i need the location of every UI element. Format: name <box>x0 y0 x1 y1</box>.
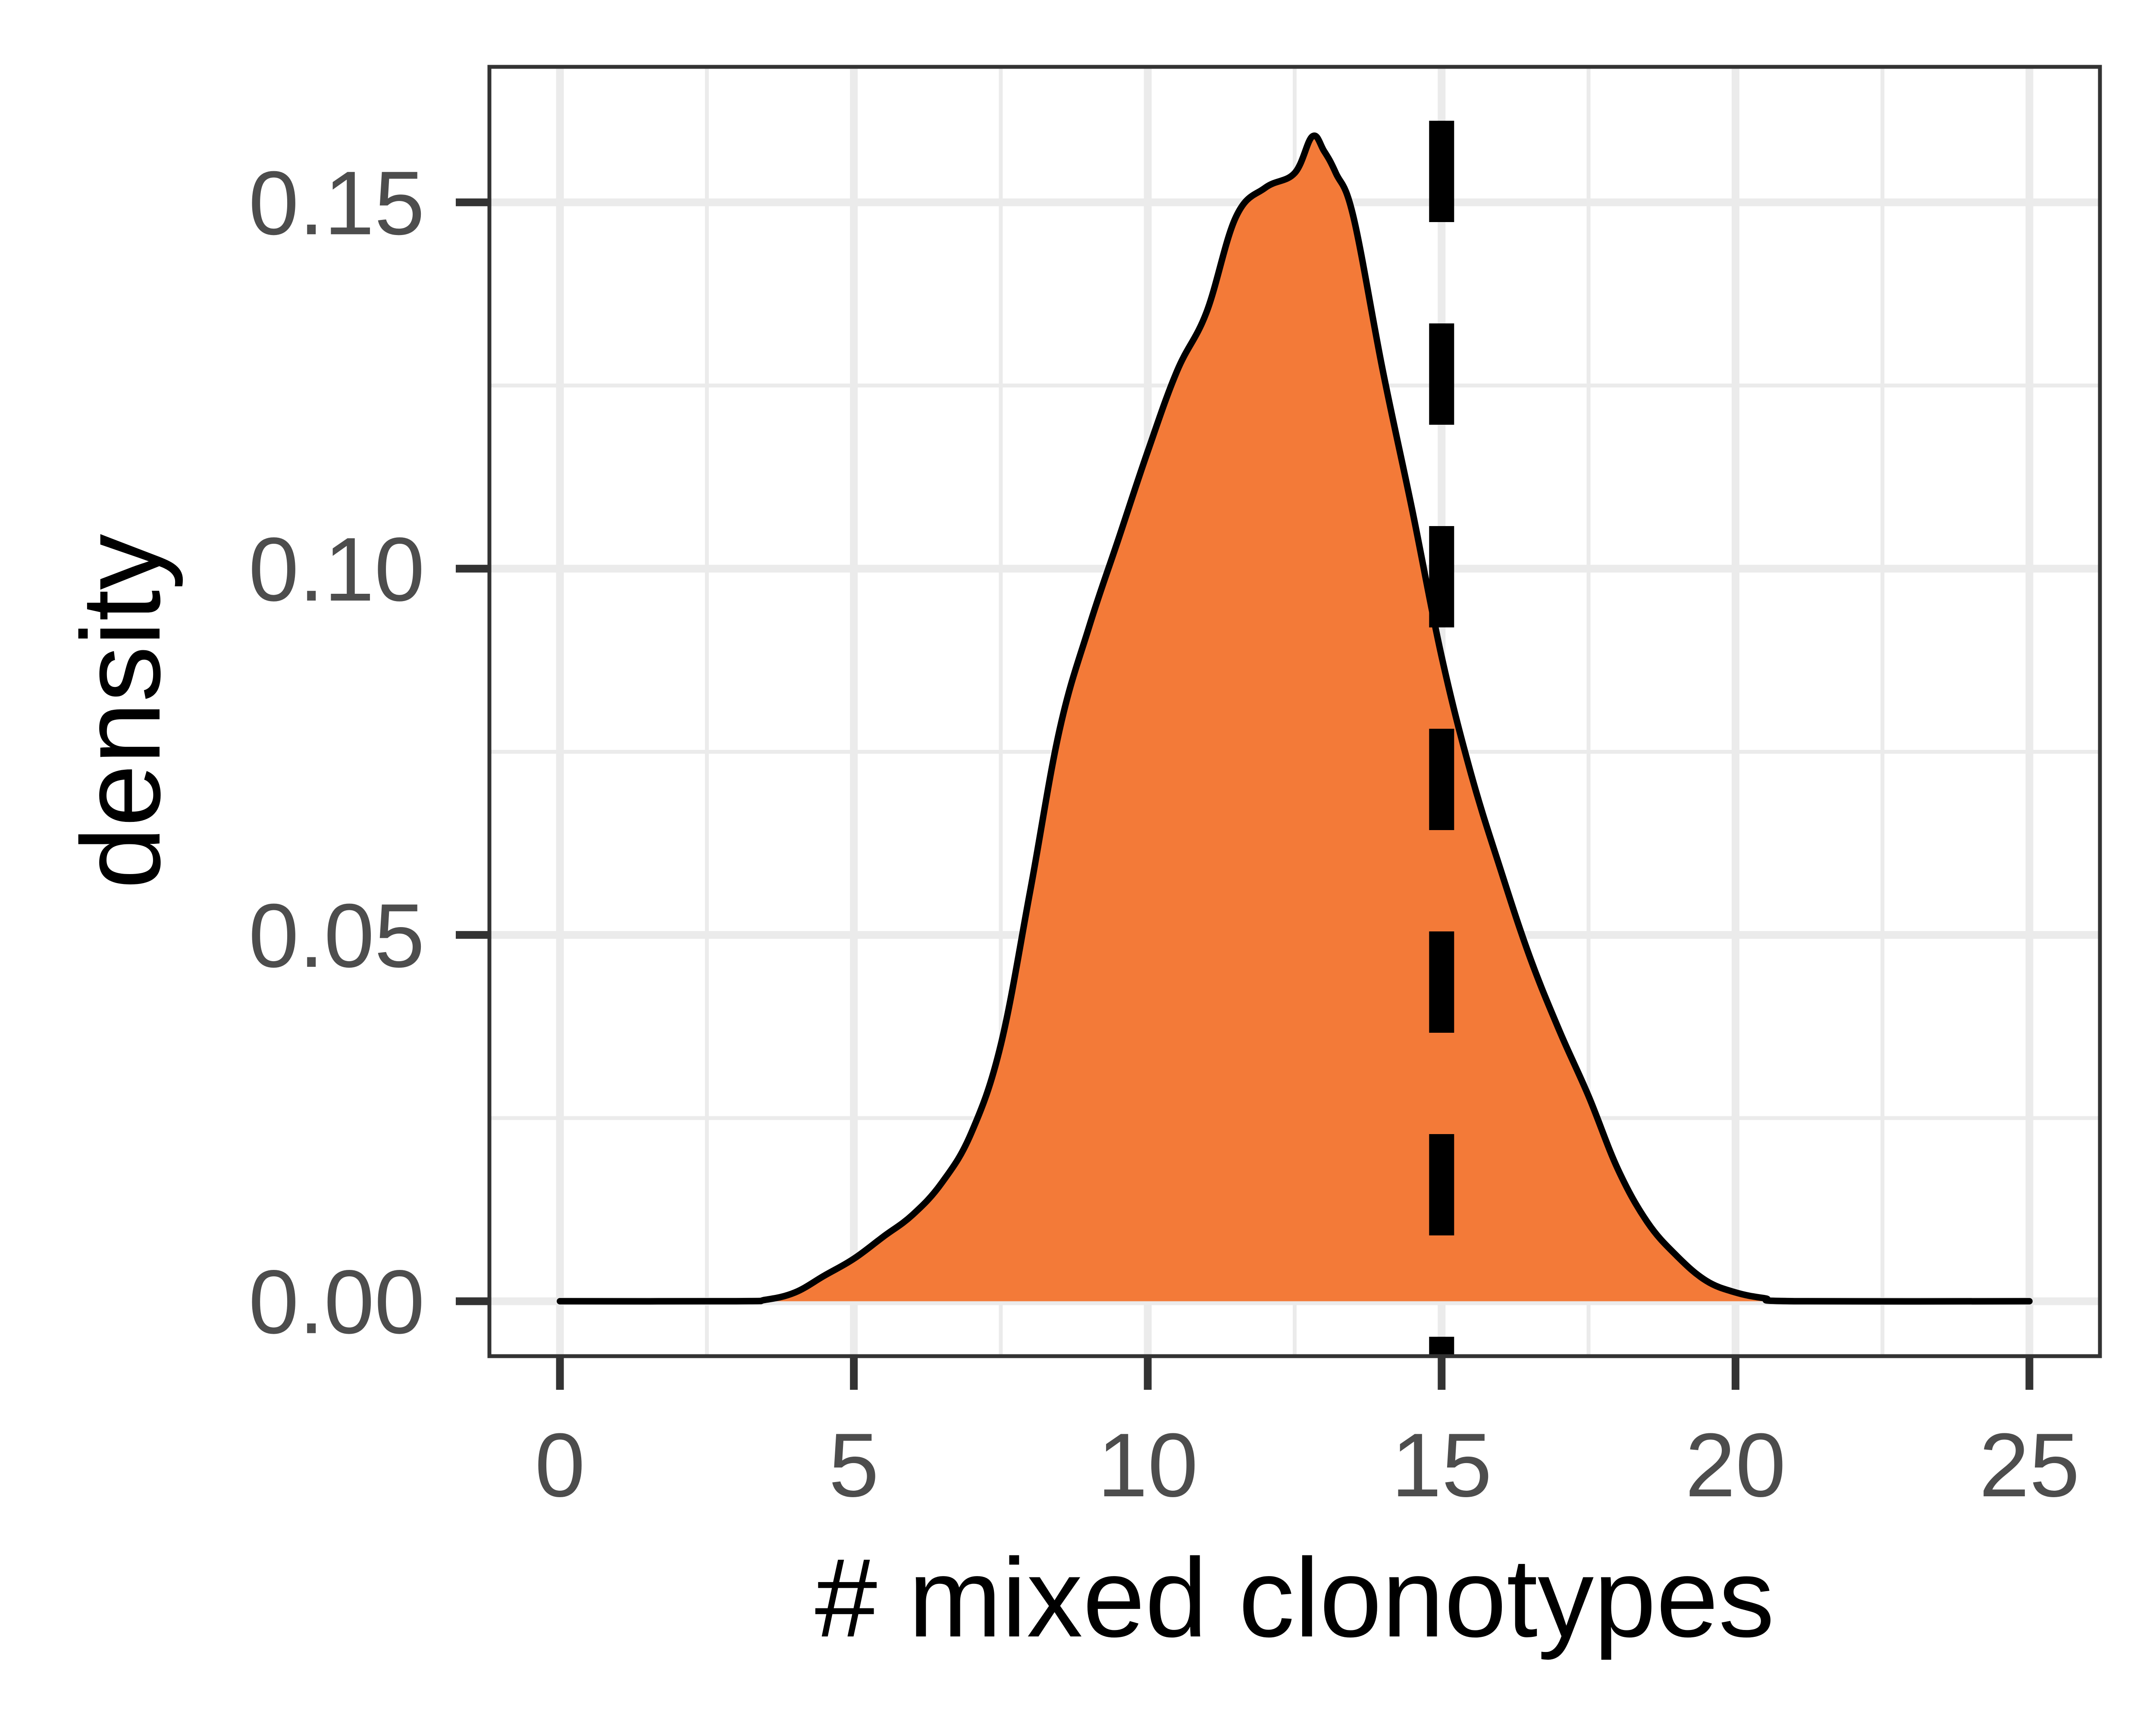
x-tick-label: 5 <box>829 1414 879 1516</box>
y-tick-label: 0.10 <box>248 519 425 620</box>
axis-layer: 0 5 10 15 20 25 0.00 0.05 0.10 0.15 <box>248 152 2080 1516</box>
data-layer <box>557 132 2033 1305</box>
x-tick-label: 20 <box>1685 1414 1786 1516</box>
x-axis-title: # mixed clonotypes <box>815 1536 1775 1661</box>
y-tick-label: 0.00 <box>248 1251 425 1353</box>
x-tick-label: 15 <box>1391 1414 1492 1516</box>
density-area <box>560 135 2030 1302</box>
y-tick-label: 0.15 <box>248 152 425 254</box>
y-tick-label: 0.05 <box>248 885 425 986</box>
x-tick-label: 0 <box>535 1414 585 1516</box>
y-axis-title: density <box>59 534 184 889</box>
x-tick-label: 25 <box>1979 1414 2080 1516</box>
density-line <box>557 132 2033 1305</box>
x-tick-label: 10 <box>1097 1414 1198 1516</box>
panel-border <box>487 65 2102 1358</box>
